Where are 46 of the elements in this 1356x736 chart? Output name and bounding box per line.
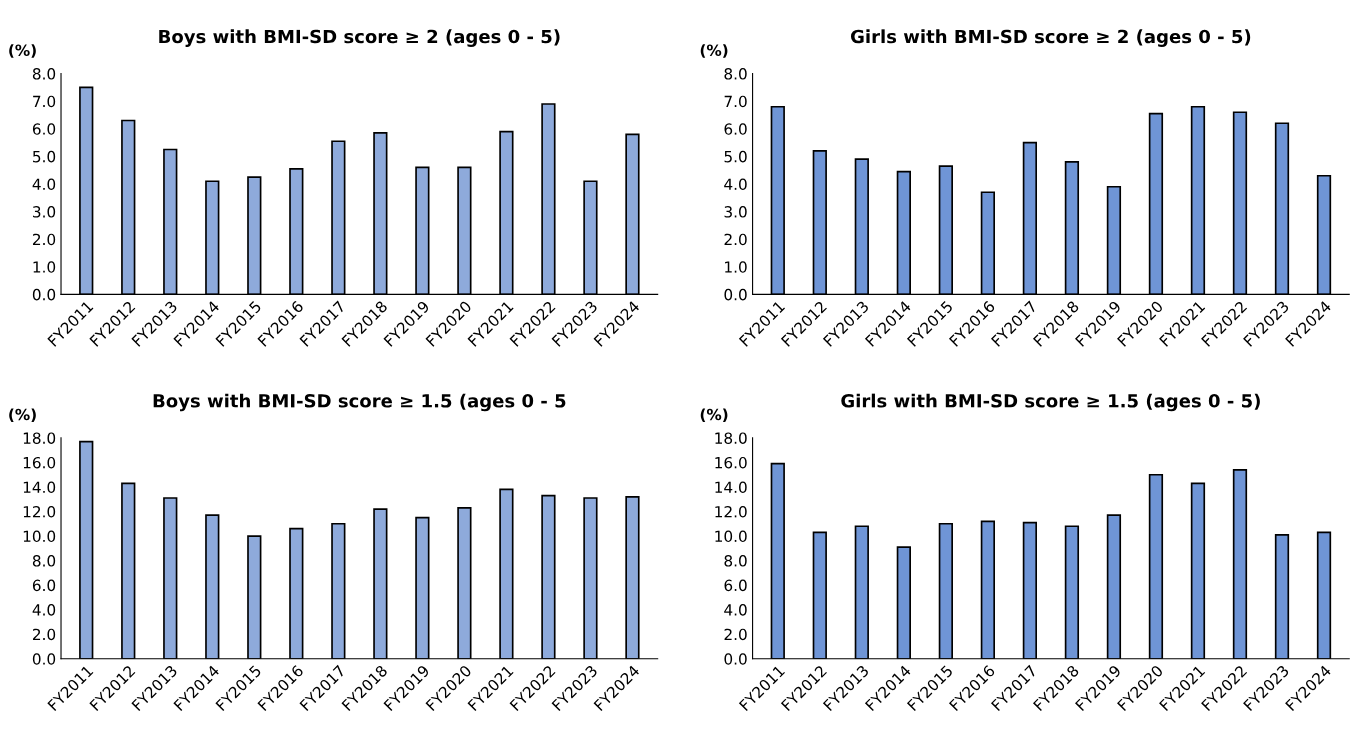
y-tick-label: 2.0 bbox=[724, 233, 747, 246]
y-tick-label: 0.0 bbox=[724, 653, 747, 665]
y-tick-label: 14.0 bbox=[23, 481, 56, 494]
y-tick-label: 16.0 bbox=[23, 456, 56, 469]
y-tick-label: 0.0 bbox=[32, 653, 56, 665]
y-tick-label: 0.0 bbox=[724, 288, 747, 301]
y-tick-label: 10.0 bbox=[715, 530, 747, 543]
y-tick-label: 8.0 bbox=[32, 555, 56, 567]
y-tick-label: 18.0 bbox=[715, 432, 747, 444]
y-tick-label: 6.0 bbox=[32, 579, 56, 592]
y-tick-label: 6.0 bbox=[724, 123, 747, 135]
y-tick-label: 8.0 bbox=[724, 68, 747, 80]
y-tick-label: 4.0 bbox=[724, 178, 747, 191]
y-tick-label: 5.0 bbox=[33, 150, 56, 163]
y-tick-label: 18.0 bbox=[23, 432, 56, 444]
y-tick-label: 2.0 bbox=[724, 628, 747, 641]
y-tick-label: 7.0 bbox=[33, 95, 56, 108]
y-tick-label: 3.0 bbox=[33, 206, 56, 218]
y-tick-label: 0.0 bbox=[32, 288, 56, 301]
y-tick-label: 14.0 bbox=[715, 481, 747, 494]
y-tick-label: 4.0 bbox=[32, 178, 56, 191]
chart-title: Girls with BMI-SD score ≥ 1.5 (ages 0 - 5) bbox=[841, 393, 1260, 412]
y-tick-label: 8.0 bbox=[32, 68, 56, 80]
y-tick-label: 3.0 bbox=[724, 206, 747, 218]
y-tick-label: 2.0 bbox=[32, 233, 56, 246]
y-axis-title: (%) bbox=[9, 408, 36, 423]
y-axis-title: (%) bbox=[700, 44, 728, 58]
y-tick-label: 8.0 bbox=[724, 555, 747, 567]
y-tick-label: 10.0 bbox=[23, 530, 56, 543]
y-tick-label: 1.0 bbox=[33, 261, 56, 273]
y-tick-label: 5.0 bbox=[724, 150, 747, 163]
y-tick-label: 12.0 bbox=[23, 505, 56, 518]
y-axis-title: (%) bbox=[9, 44, 36, 58]
y-tick-label: 6.0 bbox=[724, 579, 747, 592]
chart-title: Boys with BMI-SD score ≥ 1.5 (ages 0 - 5 bbox=[153, 393, 566, 412]
y-tick-label: 6.0 bbox=[32, 123, 56, 135]
chart-title: Girls with BMI-SD score ≥ 2 (ages 0 - 5) bbox=[850, 29, 1251, 47]
y-tick-label: 7.0 bbox=[724, 95, 747, 108]
y-tick-label: 1.0 bbox=[725, 261, 747, 273]
y-tick-label: 4.0 bbox=[32, 604, 56, 616]
y-tick-label: 2.0 bbox=[32, 628, 56, 641]
chart-title: Boys with BMI-SD score ≥ 2 (ages 0 - 5) bbox=[159, 29, 560, 47]
y-axis-title: (%) bbox=[700, 408, 728, 423]
y-tick-label: 4.0 bbox=[724, 604, 747, 616]
y-tick-label: 16.0 bbox=[715, 456, 747, 469]
y-tick-label: 12.0 bbox=[715, 505, 747, 518]
